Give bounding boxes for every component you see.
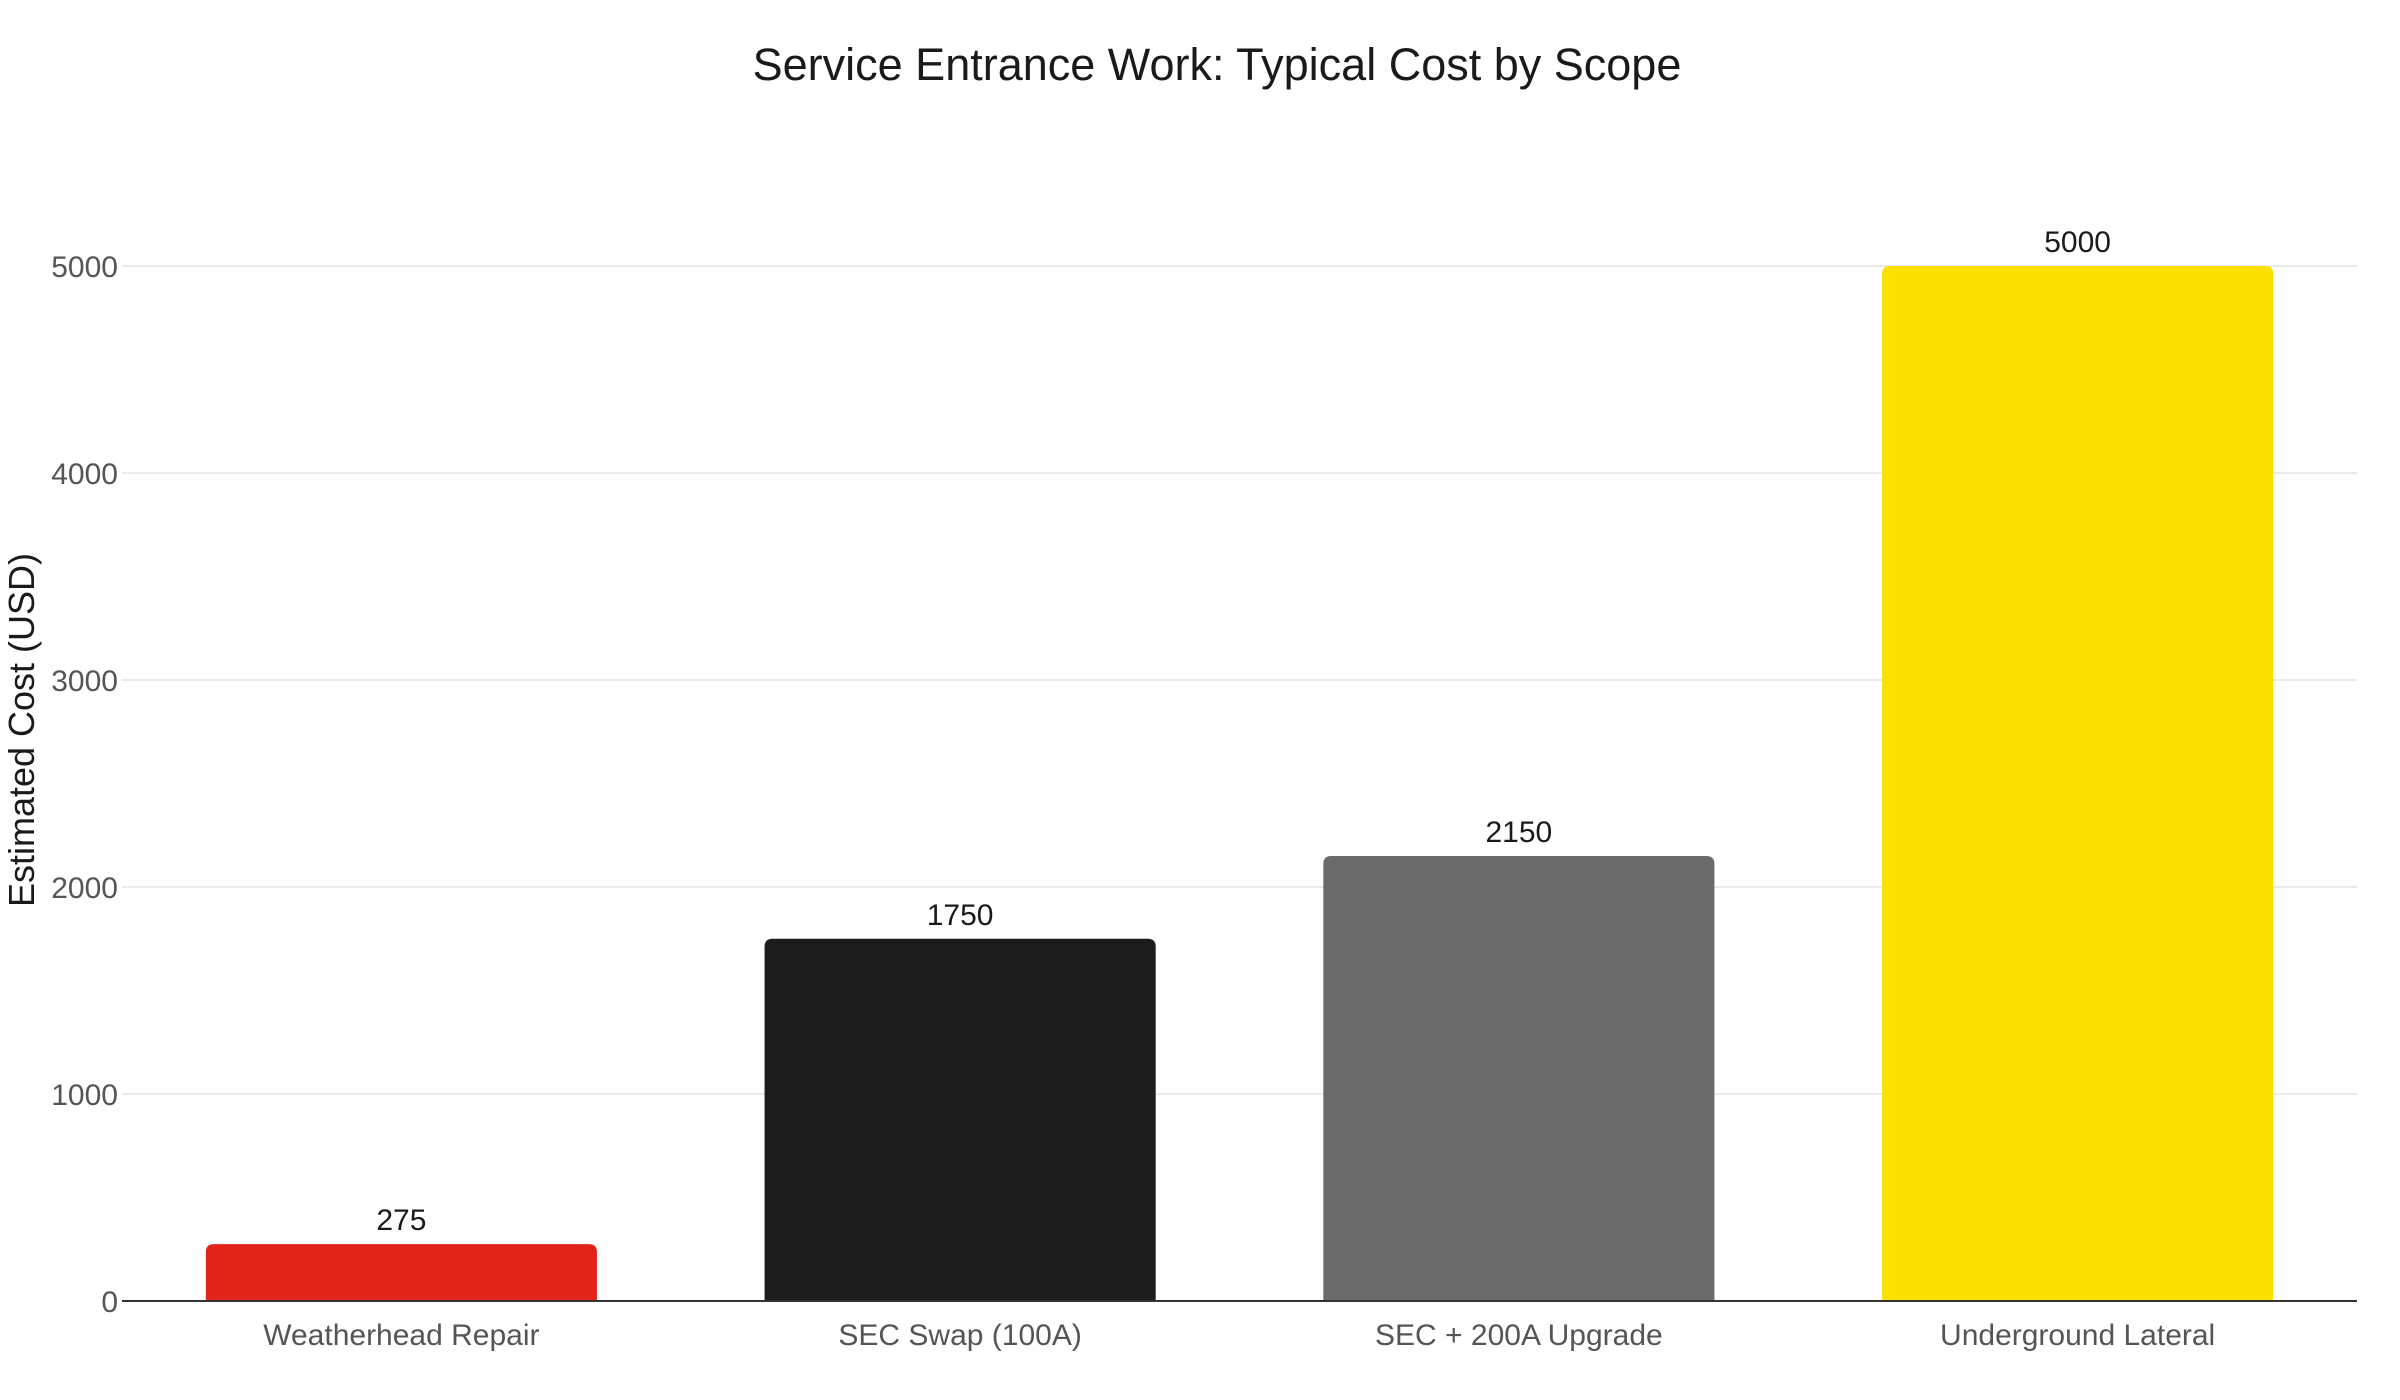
y-tick-label: 5000 xyxy=(51,251,118,284)
y-tick-label: 0 xyxy=(101,1286,118,1319)
bar xyxy=(1323,855,1715,1301)
bars xyxy=(205,266,2274,1301)
y-tick-label: 3000 xyxy=(51,665,118,698)
data-label: 2150 xyxy=(1486,816,1553,849)
y-tick-label: 2000 xyxy=(51,872,118,905)
x-tick-label: Underground Lateral xyxy=(1940,1319,2215,1352)
bar xyxy=(1882,266,2274,1301)
y-tick-label: 4000 xyxy=(51,458,118,491)
x-tick-label: SEC Swap (100A) xyxy=(838,1319,1081,1352)
data-label: 1750 xyxy=(927,899,994,932)
y-tick-label: 1000 xyxy=(51,1079,118,1112)
x-tick-label: Weatherhead Repair xyxy=(263,1319,539,1352)
y-axis-ticks: 0 1000 2000 3000 4000 5000 xyxy=(51,251,118,1319)
bar xyxy=(764,938,1156,1301)
x-axis-ticks: Weatherhead Repair SEC Swap (100A) SEC + 2… xyxy=(263,1319,2215,1352)
bar xyxy=(205,1244,597,1301)
data-label: 5000 xyxy=(2044,226,2111,259)
chart-title: Service Entrance Work: Typical Cost by S… xyxy=(753,39,1682,90)
y-axis-title: Estimated Cost (USD) xyxy=(1,553,42,907)
data-label: 275 xyxy=(376,1204,426,1237)
data-labels: 275 1750 2150 5000 xyxy=(376,226,2111,1237)
x-tick-label: SEC + 200A Upgrade xyxy=(1375,1319,1663,1352)
